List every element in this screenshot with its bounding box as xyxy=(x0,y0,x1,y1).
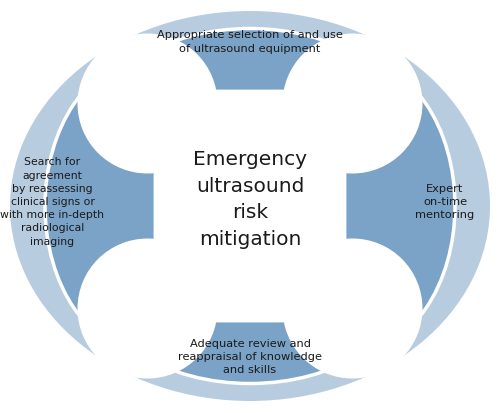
Text: Search for
agreement
by reassessing
clinical signs or
with more in-depth
radiolo: Search for agreement by reassessing clin… xyxy=(0,157,104,246)
Ellipse shape xyxy=(78,239,218,379)
Text: Appropriate selection of and use
of ultrasound equipment: Appropriate selection of and use of ultr… xyxy=(157,30,343,53)
Text: Adequate review and
reappraisal of knowledge
and skills: Adequate review and reappraisal of knowl… xyxy=(178,338,322,374)
Ellipse shape xyxy=(95,184,405,384)
Ellipse shape xyxy=(282,34,422,174)
Ellipse shape xyxy=(10,12,490,401)
Ellipse shape xyxy=(255,62,455,351)
Ellipse shape xyxy=(78,34,218,174)
Ellipse shape xyxy=(45,62,245,351)
Ellipse shape xyxy=(282,239,422,379)
FancyBboxPatch shape xyxy=(155,92,345,321)
Ellipse shape xyxy=(95,29,405,229)
Text: Expert
on-time
mentoring: Expert on-time mentoring xyxy=(416,183,474,220)
Text: Emergency
ultrasound
risk
mitigation: Emergency ultrasound risk mitigation xyxy=(193,150,307,248)
